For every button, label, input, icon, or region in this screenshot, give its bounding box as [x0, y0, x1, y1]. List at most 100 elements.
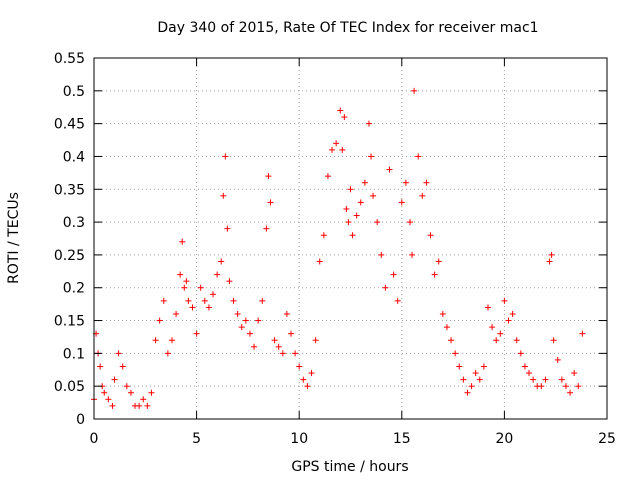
data-point: [271, 337, 278, 344]
data-point: [365, 120, 372, 127]
data-point: [517, 350, 524, 357]
data-point: [160, 297, 167, 304]
y-axis-label: ROTI / TECUs: [6, 192, 22, 284]
data-point: [292, 350, 299, 357]
data-point: [189, 304, 196, 311]
data-point: [505, 317, 512, 324]
data-point: [324, 173, 331, 180]
data-point: [546, 258, 553, 265]
data-point: [353, 212, 360, 219]
axis-ticks: 0 0.05 0.1 0.15 0.2 0.25 0.3 0.35 0.4 0.45 0.5 0.55…: [54, 51, 616, 447]
y-tick-label: 0.2: [63, 281, 85, 297]
data-point: [140, 396, 147, 403]
data-point: [173, 310, 180, 317]
y-tick-label: 0: [76, 412, 85, 428]
y-tick-label: 0.25: [54, 248, 85, 264]
y-tick-label: 0.3: [63, 215, 85, 231]
data-point: [177, 271, 184, 278]
x-tick-label: 20: [495, 431, 513, 447]
data-point: [489, 324, 496, 331]
chart-title: Day 340 of 2015, Rate Of TEC Index for r…: [157, 20, 538, 36]
data-point: [127, 389, 134, 396]
data-point: [283, 310, 290, 317]
data-point: [255, 317, 262, 324]
data-point: [109, 402, 116, 409]
data-point: [123, 383, 130, 390]
y-tick-label: 0.1: [63, 346, 85, 362]
data-point: [415, 153, 422, 160]
x-tick-label: 0: [90, 431, 99, 447]
data-point: [386, 166, 393, 173]
data-point: [526, 370, 533, 377]
data-point: [368, 153, 375, 160]
data-point: [308, 370, 315, 377]
data-point: [472, 370, 479, 377]
data-point: [279, 350, 286, 357]
y-tick-label: 0.35: [54, 182, 85, 198]
data-point: [97, 363, 104, 370]
data-point: [230, 297, 237, 304]
data-point: [343, 205, 350, 212]
data-point: [275, 343, 282, 350]
y-tick-label: 0.15: [54, 314, 85, 330]
data-point: [513, 337, 520, 344]
data-point: [349, 232, 356, 239]
data-point: [259, 297, 266, 304]
data-point: [197, 284, 204, 291]
data-point: [224, 225, 231, 232]
data-point: [357, 199, 364, 206]
data-point: [579, 330, 586, 337]
data-point: [183, 278, 190, 285]
data-point: [144, 402, 151, 409]
data-point: [370, 192, 377, 199]
data-point: [435, 258, 442, 265]
x-tick-label: 5: [192, 431, 201, 447]
data-point: [571, 370, 578, 377]
data-point: [101, 389, 108, 396]
data-point: [448, 337, 455, 344]
data-point: [152, 337, 159, 344]
data-point: [456, 363, 463, 370]
data-point: [402, 179, 409, 186]
data-point: [464, 389, 471, 396]
data-point: [550, 337, 557, 344]
data-point: [226, 278, 233, 285]
data-point: [530, 376, 537, 383]
data-point: [431, 271, 438, 278]
data-point: [181, 284, 188, 291]
data-point: [501, 297, 508, 304]
x-axis-label: GPS time / hours: [291, 459, 408, 475]
data-point: [361, 179, 368, 186]
data-point: [538, 383, 545, 390]
data-point: [407, 219, 414, 226]
data-point: [333, 140, 340, 147]
data-point: [347, 186, 354, 193]
data-point: [337, 107, 344, 114]
data-point: [509, 310, 516, 317]
data-point: [111, 376, 118, 383]
data-point: [480, 363, 487, 370]
data-point: [210, 291, 217, 298]
data-point: [214, 271, 221, 278]
y-tick-label: 0.5: [63, 84, 85, 100]
data-points: [91, 87, 586, 409]
data-point: [443, 324, 450, 331]
data-point: [439, 310, 446, 317]
data-point: [548, 251, 555, 258]
data-point: [201, 297, 208, 304]
data-point: [304, 383, 311, 390]
data-point: [238, 324, 245, 331]
data-point: [220, 192, 227, 199]
data-point: [345, 219, 352, 226]
data-point: [542, 376, 549, 383]
data-point: [476, 376, 483, 383]
data-point: [265, 173, 272, 180]
data-point: [156, 317, 163, 324]
data-point: [222, 153, 229, 160]
data-point: [263, 225, 270, 232]
data-point: [115, 350, 122, 357]
data-point: [341, 114, 348, 121]
y-tick-label: 0.05: [54, 379, 85, 395]
data-point: [148, 389, 155, 396]
